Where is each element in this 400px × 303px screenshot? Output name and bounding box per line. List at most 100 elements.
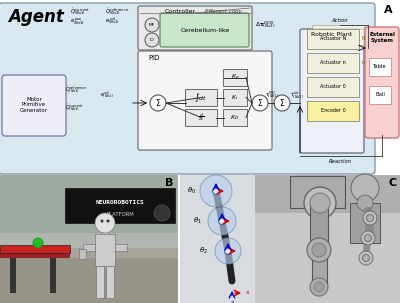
Circle shape [145, 33, 159, 47]
Bar [10, 253, 16, 293]
Bar [350, 203, 380, 243]
Bar [96, 266, 104, 298]
Text: $\theta_1$: $\theta_1$ [193, 216, 202, 226]
Text: Efferent copy: Efferent copy [205, 9, 242, 14]
Circle shape [100, 219, 104, 222]
Bar [0, 245, 70, 253]
Text: External
System: External System [369, 32, 395, 43]
Circle shape [312, 243, 326, 257]
Text: IO: IO [150, 38, 154, 42]
Bar [0, 248, 178, 258]
Circle shape [145, 18, 159, 32]
Circle shape [215, 238, 241, 264]
Text: Robotic Plant: Robotic Plant [311, 32, 353, 37]
Text: A: A [384, 5, 393, 15]
Circle shape [33, 238, 43, 248]
FancyBboxPatch shape [307, 77, 359, 97]
Text: $\dot{Q}^{\,current}_{(Nx1)}$: $\dot{Q}^{\,current}_{(Nx1)}$ [70, 7, 90, 17]
Text: N: N [361, 35, 365, 41]
Text: MF: MF [149, 23, 155, 27]
Circle shape [304, 187, 336, 219]
Text: $\dot{Q}^{\,reference}_{(Nx1)}$: $\dot{Q}^{\,reference}_{(Nx1)}$ [105, 7, 129, 17]
Text: $\theta_0$: $\theta_0$ [187, 186, 196, 196]
Circle shape [351, 174, 379, 202]
Text: Encoder 0: Encoder 0 [321, 108, 345, 114]
FancyBboxPatch shape [307, 29, 359, 49]
Circle shape [363, 211, 377, 225]
Circle shape [357, 195, 373, 211]
Circle shape [307, 238, 331, 262]
Text: Cerebellum-like: Cerebellum-like [180, 28, 230, 32]
Circle shape [218, 218, 226, 225]
FancyBboxPatch shape [369, 86, 391, 104]
Circle shape [359, 251, 373, 265]
Text: $\Sigma$: $\Sigma$ [279, 98, 285, 108]
Text: Controller: Controller [165, 9, 196, 14]
Text: $\int dt$: $\int dt$ [194, 91, 208, 104]
Circle shape [274, 95, 290, 111]
Text: $\theta_2$: $\theta_2$ [199, 246, 208, 256]
Bar [180, 175, 400, 303]
Text: $\Sigma$: $\Sigma$ [257, 98, 263, 108]
Text: B: B [165, 178, 173, 188]
Text: Actuator n: Actuator n [320, 61, 346, 65]
Text: Ball: Ball [375, 92, 385, 98]
FancyBboxPatch shape [185, 89, 217, 106]
Bar [106, 266, 114, 298]
FancyBboxPatch shape [138, 51, 272, 150]
Bar [115, 244, 127, 251]
Circle shape [310, 193, 330, 213]
FancyBboxPatch shape [300, 29, 364, 153]
Circle shape [212, 188, 220, 195]
FancyBboxPatch shape [223, 69, 247, 86]
Text: n: n [361, 59, 364, 65]
Text: $\Sigma$: $\Sigma$ [155, 98, 161, 108]
Text: $\dot{Q}^{\,current}_{(Nx1)}$: $\dot{Q}^{\,current}_{(Nx1)}$ [65, 103, 84, 113]
Circle shape [208, 207, 236, 235]
Bar [0, 248, 178, 303]
Circle shape [154, 205, 170, 221]
Text: Table: Table [373, 65, 387, 69]
Text: $\dot{Q}^{\,reference}_{(Nx1)}$: $\dot{Q}^{\,reference}_{(Nx1)}$ [65, 85, 88, 95]
Bar [310, 200, 328, 248]
Bar [290, 176, 345, 208]
FancyBboxPatch shape [307, 101, 359, 121]
Text: NEUROROBOTICS: NEUROROBOTICS [96, 201, 144, 205]
Bar [83, 244, 95, 251]
Text: $\tau^{PID}_{(Nx1)}$: $\tau^{PID}_{(Nx1)}$ [265, 90, 279, 100]
FancyBboxPatch shape [138, 6, 252, 50]
Text: Actuator 0: Actuator 0 [320, 85, 346, 89]
Text: Reaction: Reaction [328, 159, 352, 164]
FancyBboxPatch shape [369, 58, 391, 76]
FancyBboxPatch shape [365, 27, 399, 138]
FancyBboxPatch shape [307, 53, 359, 73]
Text: $\tau^{tot}_{(Nx1)}$: $\tau^{tot}_{(Nx1)}$ [290, 90, 304, 100]
Text: Motor
Primitive
Generator: Motor Primitive Generator [20, 97, 48, 113]
Circle shape [362, 255, 370, 261]
Bar [0, 175, 178, 303]
Bar [102, 229, 108, 234]
Text: $e^{\,vel}_{(Nx1)}$: $e^{\,vel}_{(Nx1)}$ [100, 90, 114, 100]
FancyBboxPatch shape [185, 109, 217, 126]
Text: $e^{\,vel}_{(Nx1)}$: $e^{\,vel}_{(Nx1)}$ [105, 16, 120, 26]
Circle shape [361, 231, 375, 245]
Text: $\Delta\mathbf{\tau}^{\,DCN}_{(Nx1)}$: $\Delta\mathbf{\tau}^{\,DCN}_{(Nx1)}$ [255, 20, 276, 30]
Text: $K_D$: $K_D$ [230, 113, 240, 122]
Text: z: z [230, 300, 234, 303]
Bar [0, 175, 178, 233]
Text: PID: PID [148, 55, 159, 61]
Bar [255, 175, 400, 303]
FancyBboxPatch shape [223, 89, 247, 106]
Bar [50, 253, 56, 293]
Text: Agent: Agent [8, 8, 64, 26]
FancyBboxPatch shape [0, 3, 375, 174]
Circle shape [364, 235, 372, 241]
Bar [255, 175, 400, 213]
Bar [312, 247, 327, 285]
Text: $K_p$: $K_p$ [231, 72, 239, 83]
Circle shape [200, 175, 232, 207]
FancyBboxPatch shape [2, 75, 66, 136]
Text: $K_i$: $K_i$ [231, 93, 239, 102]
Circle shape [150, 95, 166, 111]
Text: Actuator N: Actuator N [320, 36, 346, 42]
